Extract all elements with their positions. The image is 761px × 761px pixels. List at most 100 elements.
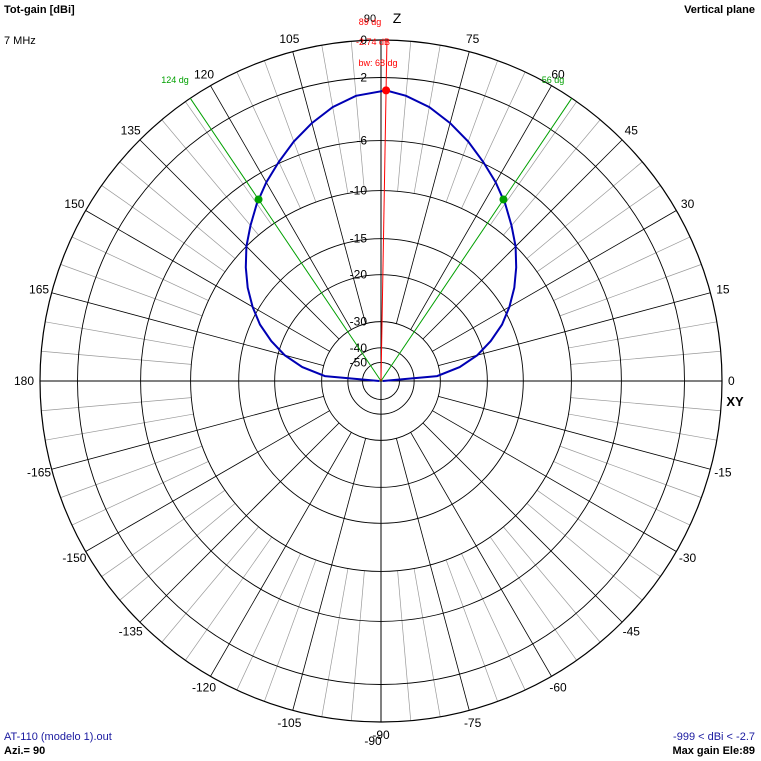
angle-tick-label: -120 [192,681,216,695]
angle-tick-label: -60 [549,681,567,695]
annotation-bw-high: 124 dg [161,75,189,85]
grid-major-radial [395,51,470,324]
grid-minor-radial [264,559,317,702]
grid-minor-radial [161,526,259,643]
grid-major-radial [422,139,623,340]
beamwidth-marker [254,195,263,204]
grid-major-radial [85,410,330,552]
grid-minor-radial [553,236,691,301]
grid-minor-radial [568,413,717,441]
chart-title: Tot-gain [dBi] [4,4,75,16]
angle-tick-label: 60 [551,67,565,81]
grid-major-radial [85,210,330,352]
grid-minor-radial [60,264,203,317]
angle-tick-label: 90 [364,13,376,25]
grid-minor-radial [41,350,192,365]
grid-minor-radial [397,41,412,192]
grid-minor-radial [45,321,194,349]
grid-minor-radial [445,60,498,203]
grid-major-radial [432,210,677,352]
grid-minor-radial [559,445,702,498]
grid-major-radial [210,85,352,330]
radial-tick-label: 0 [360,33,367,47]
angle-tick-label: 165 [29,282,49,296]
grid-minor-radial [45,413,194,441]
grid-major-radial [210,432,352,677]
radial-tick-label: -20 [350,268,368,282]
max-gain-line [380,40,388,382]
grid-major-radial [422,422,623,623]
grid-minor-radial [553,461,691,526]
grid-minor-radial [71,461,209,526]
grid-minor-radial [236,71,301,209]
grid-minor-radial [413,45,441,194]
angle-tick-label: -150 [62,551,86,565]
radial-tick-label: -50 [350,355,368,369]
angle-tick-label: -135 [119,624,143,638]
grid-major-radial [410,85,552,330]
radial-tick-label: -15 [350,232,368,246]
grid-minor-radial [536,185,661,273]
grid-minor-radial [445,559,498,702]
grid-major-radial [51,292,324,367]
grid-minor-radial [461,71,526,209]
radial-tick-label: -10 [350,184,368,198]
beamwidth-line [380,98,573,382]
angle-tick-label: -45 [623,624,641,638]
file-name: AT-110 (modelo 1).out [4,731,112,743]
beamwidth-marker [499,195,508,204]
max-gain-label: Max gain Ele:89 [672,745,755,757]
angle-tick-label: -90 [372,728,390,742]
annotation-bw-low: 56 dg [542,75,565,85]
grid-minor-radial [413,568,441,717]
grid-minor-radial [101,489,226,577]
radial-tick-label: -30 [350,315,368,329]
annotation-beamwidth: bw: 68 dg [358,58,397,68]
grid-minor-radial [503,119,601,236]
grid-minor-radial [559,264,702,317]
angle-tick-label: 180 [14,374,34,388]
angle-tick-label: 15 [716,282,730,296]
grid-major-radial [139,422,340,623]
angle-tick-label: 75 [466,32,480,46]
grid-minor-radial [489,536,577,661]
grid-major-radial [139,139,340,340]
angle-tick-label: -15 [714,466,732,480]
angle-tick-label: 30 [681,197,695,211]
angle-tick-label: -90 [364,734,382,748]
angle-tick-label: -105 [277,716,301,730]
gain-range: -999 < dBi < -2.7 [673,731,755,743]
grid-minor-radial [397,570,412,721]
grid-major-radial [410,432,552,677]
grid-minor-radial [236,553,301,691]
grid-minor-radial [60,445,203,498]
grid-minor-radial [350,41,365,192]
angle-tick-label: -30 [679,551,697,565]
annotation-max-gain: -2.74 dB [356,37,390,47]
angle-tick-label: 0 [728,374,735,388]
grid-major-radial [395,438,470,711]
grid-minor-radial [119,161,236,259]
grid-major-radial [51,395,324,470]
axis-z-label: Z [393,10,402,26]
grid-minor-radial [71,236,209,301]
plane-label: Vertical plane [684,4,755,16]
azimuth-label: Azi.= 90 [4,745,46,757]
grid-minor-radial [321,45,349,194]
grid-minor-radial [264,60,317,203]
angle-tick-label: 120 [194,67,214,81]
angle-tick-label: -75 [464,716,482,730]
axis-xy-label: XY [726,394,744,409]
grid-minor-radial [350,570,365,721]
max-gain-marker [382,86,391,95]
radial-tick-label: -2 [356,71,367,85]
radial-tick-label: -6 [356,134,367,148]
grid-major-radial [438,395,711,470]
grid-major-radial [292,438,367,711]
grid-major-radial [438,292,711,367]
grid-minor-radial [41,397,192,412]
grid-minor-radial [526,161,643,259]
angle-tick-label: 135 [121,124,141,138]
grid-minor-radial [161,119,259,236]
grid-minor-radial [119,503,236,601]
